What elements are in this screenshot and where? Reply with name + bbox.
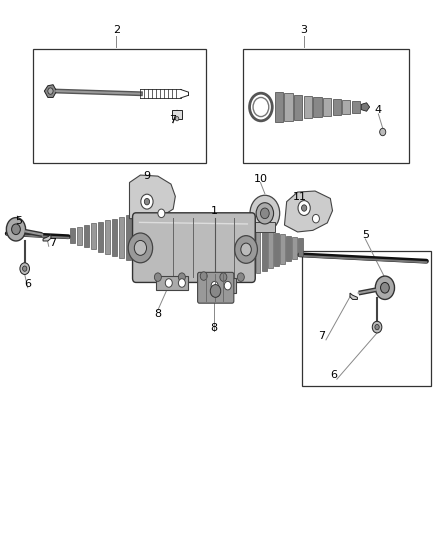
Circle shape [175,117,179,121]
Text: 5: 5 [362,230,369,240]
Bar [105,220,110,254]
Polygon shape [350,293,357,300]
Polygon shape [44,85,57,98]
Circle shape [261,208,269,219]
Circle shape [372,321,382,333]
Bar [201,278,237,293]
Circle shape [158,209,165,217]
Text: 3: 3 [300,25,307,35]
Bar [352,101,360,113]
Bar [70,228,75,243]
Text: 9: 9 [143,171,151,181]
Circle shape [48,88,53,94]
Circle shape [381,282,389,293]
Text: 7: 7 [49,238,56,247]
Circle shape [250,195,280,231]
Bar [256,229,261,273]
Circle shape [241,243,251,256]
Circle shape [211,281,218,290]
Polygon shape [285,191,332,232]
Bar [262,230,267,271]
Bar [274,233,279,266]
Circle shape [128,233,152,263]
Polygon shape [130,175,175,219]
FancyBboxPatch shape [198,272,234,303]
Circle shape [200,272,207,280]
Text: 6: 6 [330,370,337,381]
Text: 7: 7 [318,330,325,341]
Text: 5: 5 [15,216,22,227]
Bar [268,232,273,268]
Circle shape [145,198,150,205]
Text: 4: 4 [375,104,382,115]
Bar [304,95,312,118]
Bar [98,222,103,252]
Bar [119,217,124,258]
Circle shape [375,276,395,300]
Polygon shape [361,103,370,111]
Circle shape [256,203,274,224]
Bar [302,251,431,386]
Bar [77,227,82,245]
Circle shape [210,285,221,297]
Bar [250,228,254,276]
Bar [292,237,297,259]
Circle shape [20,263,29,274]
FancyBboxPatch shape [133,213,255,282]
Text: 8: 8 [210,322,217,333]
Bar [342,100,350,114]
Bar [255,222,275,232]
Circle shape [7,217,25,241]
Bar [172,110,182,119]
Circle shape [134,240,147,255]
Text: 2: 2 [113,25,120,35]
Bar [126,215,131,260]
Circle shape [375,325,379,330]
Bar [133,214,138,262]
Bar [243,49,409,163]
Bar [84,225,89,247]
Text: 6: 6 [24,279,31,289]
Bar [298,238,303,256]
Circle shape [141,194,153,209]
Text: 8: 8 [154,309,162,319]
Bar [332,99,341,115]
Bar [286,236,291,261]
Circle shape [380,128,386,136]
Circle shape [154,273,161,281]
Circle shape [178,279,185,287]
Bar [155,276,188,290]
Circle shape [298,200,310,215]
Circle shape [237,273,244,281]
Bar [285,93,293,120]
Bar [313,96,321,117]
Bar [275,92,283,122]
Circle shape [12,224,20,235]
Bar [112,219,117,256]
Bar [323,98,331,116]
Text: 10: 10 [254,174,268,184]
Bar [33,49,206,163]
Circle shape [312,214,319,223]
Polygon shape [43,235,51,241]
Circle shape [220,273,227,281]
Text: 7: 7 [170,115,177,125]
Circle shape [178,273,185,281]
Circle shape [22,266,27,271]
Bar [280,235,285,264]
Circle shape [301,205,307,211]
Circle shape [224,281,231,290]
Circle shape [165,279,172,287]
Text: 1: 1 [211,206,218,216]
Bar [294,94,302,119]
Bar [91,223,96,249]
Circle shape [235,236,258,263]
Text: 11: 11 [293,192,307,203]
